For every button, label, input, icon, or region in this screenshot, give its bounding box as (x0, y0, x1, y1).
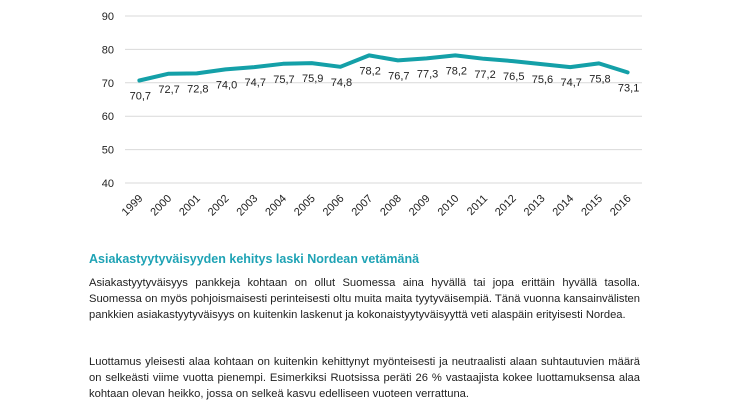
x-tick-label: 2009 (407, 193, 433, 219)
data-label: 75,8 (589, 73, 610, 85)
data-label: 76,7 (388, 70, 409, 82)
x-tick-label: 1999 (120, 193, 146, 219)
x-tick-label: 2011 (465, 193, 490, 218)
x-tick-label: 2003 (235, 193, 261, 219)
data-label: 75,7 (273, 74, 294, 86)
x-tick-label: 2004 (263, 193, 289, 219)
data-label: 70,7 (130, 90, 151, 102)
x-tick-label: 2007 (349, 193, 375, 219)
x-tick-label: 2005 (292, 193, 318, 219)
y-tick-label: 90 (102, 11, 114, 23)
section-heading: Asiakastyytyväisyyden kehitys laski Nord… (89, 252, 420, 266)
x-tick-label: 2013 (522, 193, 548, 219)
data-label: 74,7 (560, 77, 581, 89)
data-label: 75,9 (302, 73, 323, 85)
y-tick-label: 60 (102, 111, 114, 123)
data-label: 72,7 (158, 84, 179, 96)
body-paragraph-1: Asiakastyytyväisyys pankkeja kohtaan on … (89, 277, 640, 321)
x-tick-label: 2012 (493, 193, 519, 219)
body-paragraph-2: Luottamus yleisesti alaa kohtaan on kuit… (89, 356, 640, 400)
y-tick-label: 50 (102, 145, 114, 157)
series-line (137, 53, 630, 83)
data-label: 75,6 (532, 74, 553, 86)
data-label: 78,2 (359, 65, 380, 77)
x-tick-label: 2014 (551, 193, 577, 219)
x-tick-label: 2015 (579, 193, 605, 219)
data-label: 74,0 (216, 79, 237, 91)
x-tick-label: 2000 (148, 193, 174, 219)
y-tick-label: 80 (102, 44, 114, 56)
data-label: 72,8 (187, 83, 208, 95)
data-label: 73,1 (618, 82, 639, 94)
y-tick-label: 40 (102, 178, 114, 190)
data-label: 78,2 (446, 65, 467, 77)
data-label: 74,7 (245, 77, 266, 89)
y-tick-label: 70 (102, 78, 114, 90)
x-tick-label: 2002 (206, 193, 232, 219)
x-tick-label: 2010 (436, 193, 462, 219)
data-label: 77,2 (474, 69, 495, 81)
data-label: 74,8 (331, 77, 352, 89)
x-tick-label: 2006 (321, 193, 347, 219)
x-tick-label: 2016 (608, 193, 634, 219)
x-tick-label: 2008 (378, 193, 404, 219)
line-chart: 40 50 60 70 80 90 1999 2000 2001 2002 2003 2004 2005… (102, 11, 642, 219)
data-label: 76,5 (503, 71, 524, 83)
data-label: 77,3 (417, 68, 438, 80)
x-tick-label: 2001 (177, 193, 203, 219)
